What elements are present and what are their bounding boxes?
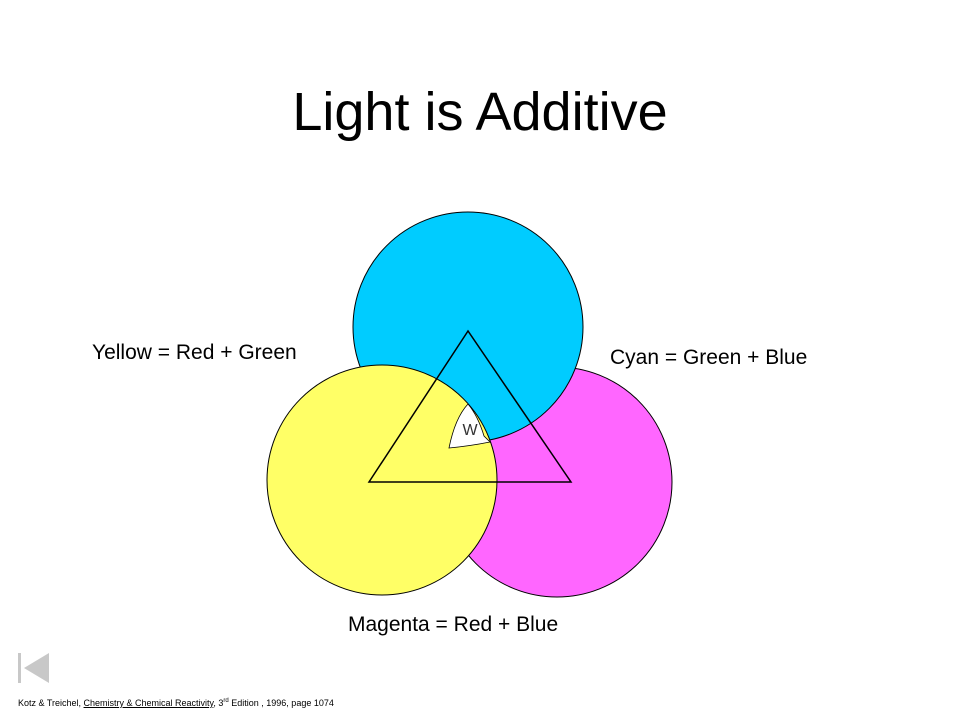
citation-edition-suffix: rd (223, 698, 229, 704)
slide-title: Light is Additive (292, 82, 668, 142)
yellow-label: Yellow = Red + Green (92, 341, 297, 364)
citation: Kotz & Treichel, Chemistry & Chemical Re… (18, 695, 334, 709)
magenta-label: Magenta = Red + Blue (348, 613, 559, 636)
citation-authors: Kotz & Treichel, (18, 698, 84, 708)
yellow-circle (266, 364, 498, 596)
cyan-label: Cyan = Green + Blue (610, 346, 808, 369)
citation-details: Edition , 1996, page 1074 (228, 698, 334, 708)
white-center-region (448, 403, 491, 449)
white-label: W (462, 422, 478, 439)
citation-book-link[interactable]: Chemistry & Chemical Reactivity (83, 698, 214, 708)
citation-edition: , 3 (213, 698, 224, 708)
skip-back-icon[interactable] (16, 650, 52, 686)
color-triangle (367, 329, 573, 483)
